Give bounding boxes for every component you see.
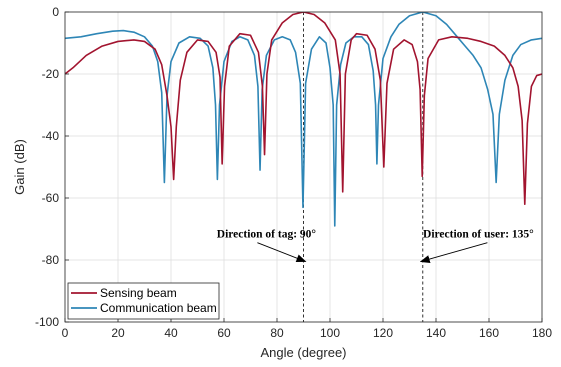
y-tick-label: -100 xyxy=(35,315,59,329)
x-tick-label: 120 xyxy=(373,326,393,340)
x-tick-label: 80 xyxy=(270,326,284,340)
x-tick-label: 140 xyxy=(426,326,446,340)
y-tick-label: -60 xyxy=(42,191,60,205)
legend-label: Sensing beam xyxy=(100,286,177,300)
x-tick-label: 60 xyxy=(217,326,231,340)
annotation-text: Direction of tag: 90° xyxy=(217,229,317,241)
x-tick-label: 160 xyxy=(479,326,499,340)
x-tick-label: 40 xyxy=(164,326,178,340)
x-tick-label: 100 xyxy=(320,326,340,340)
y-tick-label: -20 xyxy=(42,67,60,81)
y-tick-label: -40 xyxy=(42,129,60,143)
x-axis-title: Angle (degree) xyxy=(261,345,347,360)
x-tick-label: 0 xyxy=(62,326,69,340)
axis-ticks: 0 20 40 60 80 100 120 140 160 180 0 -20 -40 -60 -80 -10… xyxy=(35,5,552,340)
plot-frame xyxy=(64,11,543,323)
y-axis-title: Gain (dB) xyxy=(12,139,27,195)
series-line-sensing-beam xyxy=(65,12,542,205)
annotation-arrow xyxy=(419,242,488,263)
annotation-text: Direction of user: 135° xyxy=(423,229,534,241)
y-tick-label: 0 xyxy=(52,5,59,19)
x-tick-label: 180 xyxy=(532,326,552,340)
annotation-arrow xyxy=(257,242,307,262)
legend-box xyxy=(67,282,220,320)
annotations: Direction of tag: 90° Direction of user: … xyxy=(217,229,534,263)
legend-label: Communication beam xyxy=(100,301,217,315)
y-tick-label: -80 xyxy=(42,253,60,267)
series-lines xyxy=(65,12,542,227)
x-tick-label: 20 xyxy=(111,326,125,340)
